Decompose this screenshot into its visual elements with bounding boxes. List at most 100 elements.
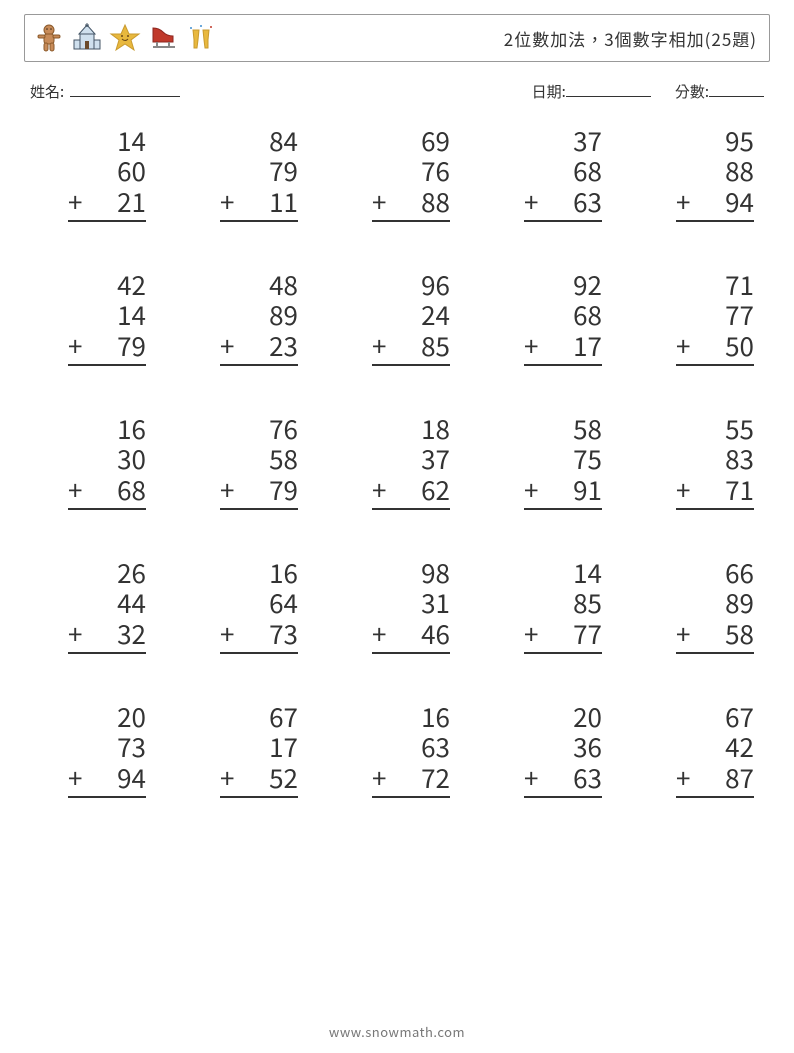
problem: 1485+77 xyxy=(496,558,602,654)
sum-line: +72 xyxy=(372,763,450,798)
icon-row xyxy=(33,22,217,54)
sum-line: +77 xyxy=(524,619,602,654)
addend-3: 71 xyxy=(696,475,754,506)
addend-3: 85 xyxy=(392,331,450,362)
plus-operator: + xyxy=(68,331,82,362)
addend-3: 79 xyxy=(240,475,298,506)
name-blank[interactable] xyxy=(70,80,180,97)
sum-line: +71 xyxy=(676,475,754,510)
plus-operator: + xyxy=(220,475,234,506)
addend-3: 17 xyxy=(544,331,602,362)
plus-operator: + xyxy=(372,619,386,650)
plus-operator: + xyxy=(524,187,538,218)
plus-operator: + xyxy=(676,619,690,650)
sum-line: +73 xyxy=(220,619,298,654)
problem: 4214+79 xyxy=(40,270,146,366)
problem: 5875+91 xyxy=(496,414,602,510)
sum-line: +62 xyxy=(372,475,450,510)
addend-3: 91 xyxy=(544,475,602,506)
sum-line: +58 xyxy=(676,619,754,654)
sum-line: +63 xyxy=(524,187,602,222)
problem: 9588+94 xyxy=(648,126,754,222)
problem: 2073+94 xyxy=(40,702,146,798)
plus-operator: + xyxy=(220,763,234,794)
plus-operator: + xyxy=(68,475,82,506)
cheers-icon xyxy=(185,22,217,54)
date-label: 日期: xyxy=(532,81,566,102)
plus-operator: + xyxy=(372,187,386,218)
plus-operator: + xyxy=(676,475,690,506)
problem: 8479+11 xyxy=(192,126,298,222)
addend-3: 94 xyxy=(696,187,754,218)
score-blank[interactable] xyxy=(709,80,764,97)
problem: 9831+46 xyxy=(344,558,450,654)
addend-3: 94 xyxy=(88,763,146,794)
problem: 9268+17 xyxy=(496,270,602,366)
sum-line: +46 xyxy=(372,619,450,654)
problem: 3768+63 xyxy=(496,126,602,222)
addend-3: 50 xyxy=(696,331,754,362)
name-label: 姓名: xyxy=(30,81,64,102)
addend-3: 62 xyxy=(392,475,450,506)
gingerbread-icon xyxy=(33,22,65,54)
addend-3: 32 xyxy=(88,619,146,650)
plus-operator: + xyxy=(372,763,386,794)
problem: 9624+85 xyxy=(344,270,450,366)
problem-grid: 1460+21 8479+11 6976+88 3768+63 9588+94 4214+… xyxy=(24,118,770,806)
problem: 1664+73 xyxy=(192,558,298,654)
sum-line: +94 xyxy=(676,187,754,222)
addend-3: 21 xyxy=(88,187,146,218)
sum-line: +88 xyxy=(372,187,450,222)
plus-operator: + xyxy=(68,187,82,218)
star-icon xyxy=(109,22,141,54)
plus-operator: + xyxy=(676,763,690,794)
worksheet-title: 2位數加法，3個數字相加(25題) xyxy=(504,26,757,51)
plus-operator: + xyxy=(372,331,386,362)
problem: 6976+88 xyxy=(344,126,450,222)
footer-text: www.snowmath.com xyxy=(0,1022,794,1041)
addend-3: 52 xyxy=(240,763,298,794)
sum-line: +52 xyxy=(220,763,298,798)
sum-line: +32 xyxy=(68,619,146,654)
problem: 2644+32 xyxy=(40,558,146,654)
addend-3: 63 xyxy=(544,763,602,794)
addend-3: 88 xyxy=(392,187,450,218)
plus-operator: + xyxy=(676,187,690,218)
addend-3: 23 xyxy=(240,331,298,362)
problem: 7658+79 xyxy=(192,414,298,510)
sum-line: +79 xyxy=(220,475,298,510)
sum-line: +91 xyxy=(524,475,602,510)
addend-3: 79 xyxy=(88,331,146,362)
plus-operator: + xyxy=(676,331,690,362)
plus-operator: + xyxy=(220,619,234,650)
sum-line: +21 xyxy=(68,187,146,222)
date-blank[interactable] xyxy=(566,80,651,97)
sum-line: +87 xyxy=(676,763,754,798)
problem: 1460+21 xyxy=(40,126,146,222)
sum-line: +68 xyxy=(68,475,146,510)
problem: 6717+52 xyxy=(192,702,298,798)
sum-line: +79 xyxy=(68,331,146,366)
addend-3: 68 xyxy=(88,475,146,506)
plus-operator: + xyxy=(220,187,234,218)
skate-icon xyxy=(147,22,179,54)
church-icon xyxy=(71,22,103,54)
addend-3: 87 xyxy=(696,763,754,794)
addend-3: 72 xyxy=(392,763,450,794)
problem: 6689+58 xyxy=(648,558,754,654)
addend-3: 73 xyxy=(240,619,298,650)
sum-line: +50 xyxy=(676,331,754,366)
plus-operator: + xyxy=(524,619,538,650)
addend-3: 58 xyxy=(696,619,754,650)
sum-line: +63 xyxy=(524,763,602,798)
problem: 4889+23 xyxy=(192,270,298,366)
plus-operator: + xyxy=(220,331,234,362)
problem: 1663+72 xyxy=(344,702,450,798)
sum-line: +94 xyxy=(68,763,146,798)
sum-line: +11 xyxy=(220,187,298,222)
problem: 2036+63 xyxy=(496,702,602,798)
addend-3: 11 xyxy=(240,187,298,218)
score-label: 分數: xyxy=(675,81,709,102)
addend-3: 63 xyxy=(544,187,602,218)
problem: 7177+50 xyxy=(648,270,754,366)
